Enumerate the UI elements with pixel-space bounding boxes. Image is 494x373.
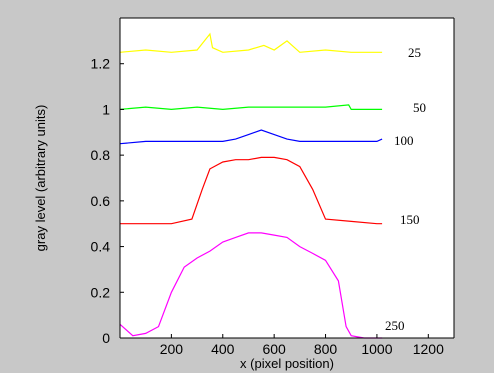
series-labels: 25 50 100 150 250: [385, 45, 426, 333]
series-line-50: [119, 104, 383, 111]
y-tick-label: 0: [102, 330, 110, 346]
y-tick-label: 0.2: [91, 284, 111, 300]
x-tick-label: 200: [160, 341, 184, 357]
y-tick-label: 0.6: [91, 193, 111, 209]
series-label-25: 25: [408, 45, 421, 60]
plot-area: [120, 18, 454, 338]
plot-frame: [119, 17, 455, 339]
series-line-25: [119, 32, 383, 53]
x-axis-title: x (pixel position): [240, 356, 334, 371]
y-axis-ticks: 0 0.2 0.4 0.6 0.8 1 1.2: [91, 56, 124, 346]
x-axis-ticks: 200 400 600 800 1000 1200: [160, 334, 444, 357]
series-layer: [119, 32, 383, 339]
x-tick-label: 400: [211, 341, 235, 357]
x-tick-label: 1000: [361, 341, 392, 357]
x-tick-label: 1200: [413, 341, 444, 357]
series-line-100: [119, 129, 383, 145]
series-label-50: 50: [413, 100, 426, 115]
series-line-150: [120, 156, 383, 225]
series-label-100: 100: [394, 133, 414, 148]
y-tick-label: 0.4: [91, 239, 111, 255]
y-tick-label: 0.8: [91, 147, 111, 163]
series-line-250: [119, 232, 383, 339]
series-label-150: 150: [400, 212, 420, 227]
y-axis-title: gray level (arbitrary units): [33, 105, 48, 252]
y-tick-label: 1.2: [91, 56, 111, 72]
x-tick-label: 600: [262, 341, 286, 357]
x-tick-label: 800: [314, 341, 338, 357]
series-label-250: 250: [385, 318, 405, 333]
y-tick-label: 1: [102, 101, 110, 117]
